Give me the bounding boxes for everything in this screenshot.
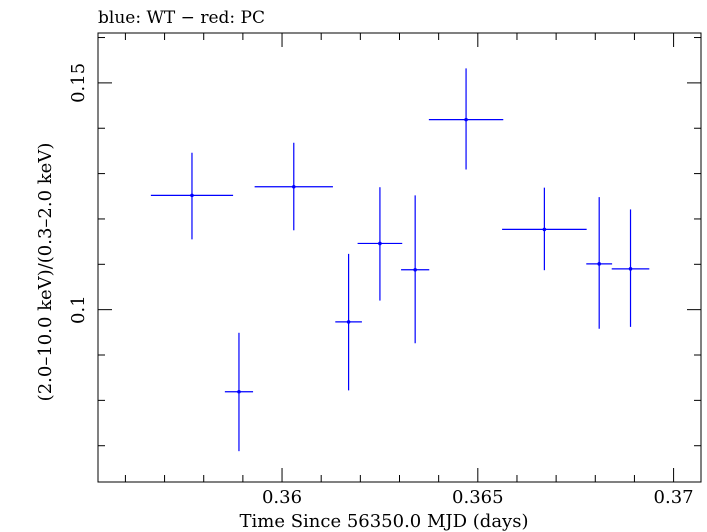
point-marker bbox=[597, 262, 601, 266]
x-tick-label: 0.365 bbox=[452, 487, 504, 508]
data-point bbox=[150, 152, 234, 240]
x-tick-label: 0.37 bbox=[654, 487, 694, 508]
data-point bbox=[401, 195, 430, 344]
chart-title: blue: WT − red: PC bbox=[98, 8, 265, 28]
point-marker bbox=[542, 227, 547, 232]
data-point bbox=[335, 253, 362, 391]
data-point bbox=[224, 332, 254, 452]
point-marker bbox=[413, 267, 417, 272]
y-tick-label: 0.1 bbox=[68, 295, 89, 324]
point-marker bbox=[237, 389, 241, 394]
data-point bbox=[428, 68, 504, 170]
point-marker bbox=[464, 117, 468, 122]
y-axis-label: (2.0–10.0 keV)/(0.3–2.0 keV) bbox=[35, 143, 56, 402]
data-point bbox=[502, 187, 587, 271]
point-marker bbox=[190, 193, 194, 198]
data-point bbox=[586, 197, 613, 329]
plot-frame bbox=[97, 32, 702, 483]
y-tick-label: 0.15 bbox=[68, 63, 89, 103]
point-marker bbox=[346, 320, 351, 324]
data-point bbox=[611, 209, 650, 327]
tick-labels: 0.36 0.365 0.37 0.1 0.15 bbox=[68, 63, 694, 508]
data-points bbox=[150, 68, 650, 452]
data-point bbox=[254, 142, 333, 231]
axis-ticks bbox=[98, 33, 701, 482]
data-point bbox=[357, 187, 403, 301]
point-marker bbox=[378, 241, 382, 246]
x-tick-label: 0.36 bbox=[262, 487, 302, 508]
point-marker bbox=[628, 267, 633, 271]
x-axis-label: Time Since 56350.0 MJD (days) bbox=[239, 511, 528, 532]
point-marker bbox=[291, 184, 296, 189]
